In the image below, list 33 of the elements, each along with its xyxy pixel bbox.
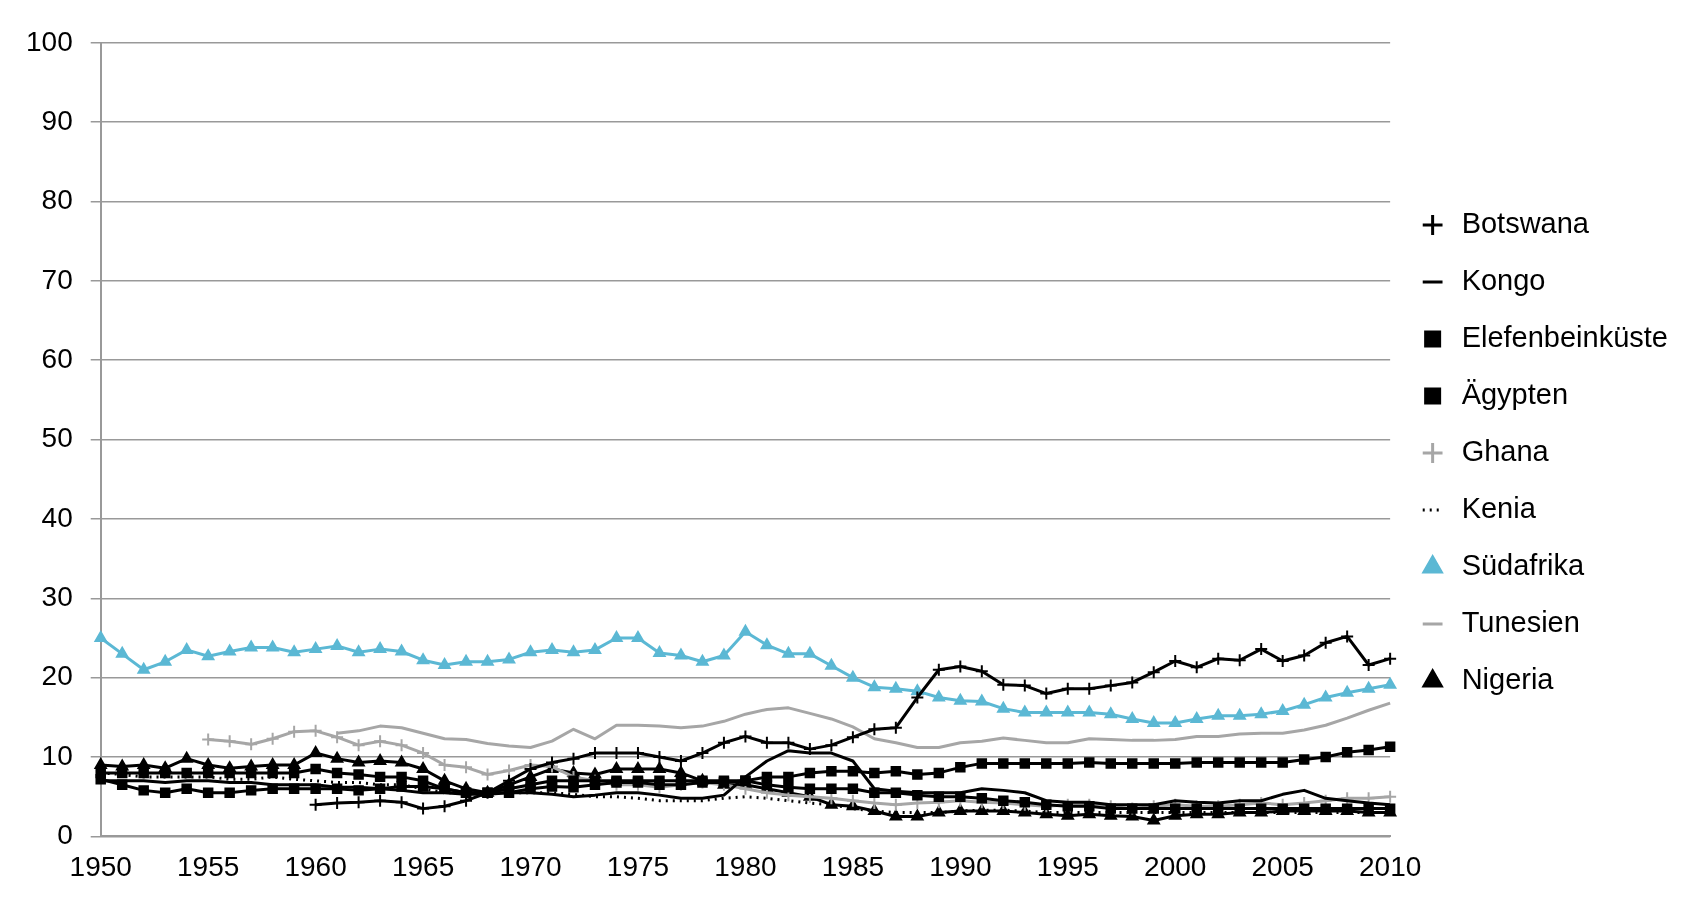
- legend-label: Kenia: [1461, 492, 1537, 524]
- legend-label: Botswana: [1461, 207, 1590, 239]
- x-tick-label: 1965: [391, 850, 455, 882]
- y-tick-label: 20: [41, 660, 73, 692]
- y-tick-label: 60: [41, 342, 73, 374]
- x-tick-label: 1970: [499, 850, 562, 882]
- x-tick-label: 1985: [821, 850, 885, 882]
- y-tick-label: 90: [41, 104, 73, 136]
- legend-label: Ägypten: [1461, 378, 1569, 410]
- x-tick-label: 1990: [929, 850, 992, 882]
- legend-label: Elefenbeinküste: [1461, 321, 1668, 353]
- x-tick-label: 1975: [606, 850, 670, 882]
- legend-label: Südafrika: [1461, 549, 1586, 581]
- x-tick-label: 2010: [1358, 850, 1422, 882]
- y-tick-label: 0: [57, 819, 73, 851]
- legend-label: Ghana: [1461, 435, 1550, 467]
- legend-label: Kongo: [1461, 264, 1546, 296]
- x-tick-label: 1950: [69, 850, 132, 882]
- y-tick-label: 40: [41, 501, 73, 533]
- x-tick-label: 2000: [1144, 850, 1207, 882]
- y-tick-label: 30: [41, 581, 73, 613]
- x-tick-label: 1960: [284, 850, 347, 882]
- x-tick-label: 2005: [1251, 850, 1314, 882]
- x-tick-label: 1995: [1036, 850, 1099, 882]
- x-tick-label: 1980: [714, 850, 777, 882]
- y-tick-label: 80: [41, 184, 73, 216]
- y-tick-label: 100: [26, 25, 73, 57]
- y-tick-label: 10: [41, 739, 73, 771]
- x-tick-label: 1955: [177, 850, 240, 882]
- legend-label: Tunesien: [1461, 606, 1580, 638]
- legend-label: Nigeria: [1461, 663, 1555, 695]
- y-tick-label: 70: [41, 263, 73, 295]
- y-tick-label: 50: [41, 422, 73, 454]
